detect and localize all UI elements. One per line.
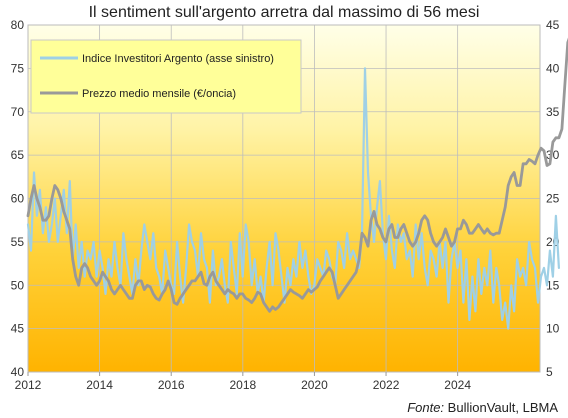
x-tick-label: 2020: [301, 378, 328, 392]
source-note: Fonte: BullionVault, LBMA: [407, 400, 558, 415]
legend: Indice Investitori Argento (asse sinistr…: [30, 39, 302, 114]
left-tick-label: 60: [11, 192, 25, 206]
right-tick-label: 10: [546, 322, 560, 336]
left-axis: 40 45 50 55 60 65 70 75 80: [11, 18, 25, 379]
right-tick-label: 35: [546, 105, 560, 119]
x-tick-label: 2018: [229, 378, 256, 392]
series-lines: [26, 37, 568, 330]
chart-title: Il sentiment sull'argento arretra dal ma…: [89, 4, 480, 21]
series-line-silver-index: [26, 67, 561, 330]
left-tick-label: 65: [11, 148, 25, 162]
right-tick-label: 15: [546, 278, 560, 292]
legend-box: [30, 39, 302, 114]
plot-frame: [27, 24, 541, 373]
x-tick-label: 2014: [86, 378, 113, 392]
left-tick-label: 50: [11, 278, 25, 292]
left-tick-label: 45: [11, 322, 25, 336]
legend-label-silver-price: Prezzo medio mensile (€/oncia): [82, 88, 236, 100]
left-tick-label: 80: [11, 18, 25, 32]
source-name: BullionVault, LBMA: [448, 400, 559, 415]
x-tick-label: 2022: [373, 378, 400, 392]
x-tick-label: 2012: [15, 378, 42, 392]
x-tick-label: 2016: [158, 378, 185, 392]
right-tick-label: 25: [546, 192, 560, 206]
source-label: Fonte:: [407, 400, 444, 415]
right-tick-label: 5: [546, 365, 553, 379]
left-tick-label: 75: [11, 61, 25, 75]
right-tick-label: 40: [546, 61, 560, 75]
right-tick-label: 45: [546, 18, 560, 32]
x-tick-label: 2024: [444, 378, 471, 392]
x-axis: 2012 2014 2016 2018 2020 2022 2024: [15, 372, 471, 392]
left-tick-label: 70: [11, 105, 25, 119]
left-tick-label: 40: [11, 365, 25, 379]
legend-label-silver-index: Indice Investitori Argento (asse sinistr…: [82, 53, 274, 65]
series-line-silver-price: [26, 37, 568, 313]
left-tick-label: 55: [11, 235, 25, 249]
